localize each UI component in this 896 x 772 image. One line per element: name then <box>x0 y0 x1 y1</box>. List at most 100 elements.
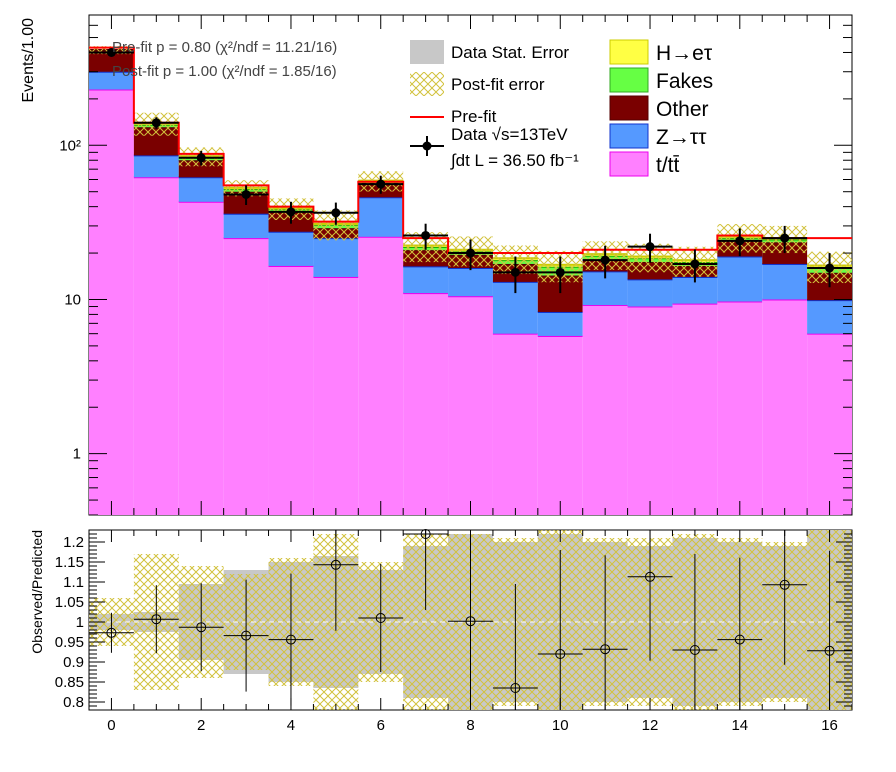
legend-data-marker <box>422 141 432 151</box>
stack-bar-other-bin-0 <box>89 50 134 72</box>
ratio-point-bin-13 <box>689 645 700 655</box>
data-point-bin-5 <box>331 208 341 218</box>
top-plot-area <box>89 46 852 516</box>
legend-ttbar-label: t/tt̄ <box>656 154 680 177</box>
data-point-bin-13 <box>690 259 700 269</box>
bottom-y-tick-label: 0.8 <box>63 694 84 711</box>
x-tick-label: 16 <box>821 717 838 734</box>
data-point-bin-3 <box>241 189 251 199</box>
stack-bar-ttt-bin-8 <box>448 296 493 515</box>
x-tick-label: 4 <box>287 717 295 734</box>
data-point-bin-7 <box>421 230 431 240</box>
stack-bar-ttt-bin-10 <box>537 335 583 515</box>
ratio-point-bin-14 <box>734 634 745 645</box>
data-point-bin-11 <box>600 255 610 265</box>
top-y-tick-label: 10 <box>64 291 81 308</box>
bottom-y-tick-label: 1.15 <box>55 554 84 571</box>
top-axes: 1 10 10² <box>59 14 853 516</box>
legend-data-label: Data √s=13TeV <box>451 125 568 144</box>
ratio-point-bin-3 <box>241 630 252 641</box>
x-tick-label: 14 <box>731 717 748 734</box>
bottom-y-tick-label: 1.2 <box>63 534 84 551</box>
bottom-y-tick-label: 0.95 <box>55 634 84 651</box>
legend-prefit-label: Pre-fit <box>451 107 497 126</box>
bottom-plot-area <box>89 529 852 710</box>
stack-bar-ttt-bin-9 <box>492 333 538 515</box>
legend-stat-error-label: Data Stat. Error <box>451 43 569 62</box>
ratio-point-bin-8 <box>465 616 476 627</box>
stack-bar-z-bin-8 <box>448 268 493 297</box>
top-y-tick-label: 10² <box>59 137 81 154</box>
ratio-point-bin-9 <box>510 683 521 693</box>
stack-bar-z-bin-16 <box>807 300 852 334</box>
ratio-point-bin-0 <box>106 627 117 638</box>
ratio-point-bin-10 <box>555 649 566 659</box>
ratio-point-bin-11 <box>600 644 611 655</box>
bottom-y-tick-label: 1.1 <box>63 574 84 591</box>
stack-bar-ttt-bin-7 <box>403 293 449 515</box>
stack-bar-z-bin-1 <box>133 155 179 178</box>
data-point-bin-12 <box>645 242 655 252</box>
stack-bar-z-bin-0 <box>89 71 134 90</box>
stack-bar-ttt-bin-4 <box>268 265 314 515</box>
stack-bar-ttt-bin-13 <box>672 303 718 515</box>
stack-bar-ttt-bin-15 <box>762 299 808 515</box>
ratio-point-bin-7 <box>420 529 431 539</box>
data-point-bin-6 <box>376 179 386 189</box>
stack-bar-z-bin-4 <box>268 231 314 266</box>
bottom-y-tick-label: 0.9 <box>63 654 84 671</box>
data-point-bin-4 <box>286 207 296 217</box>
data-point-bin-1 <box>151 118 161 128</box>
x-tick-label: 12 <box>642 717 659 734</box>
legend-postfit-error-swatch <box>410 72 444 96</box>
legend: Data Stat. Error Post-fit error Pre-fit … <box>410 39 713 177</box>
legend-heta-label: H→eτ <box>656 42 713 65</box>
stack-bar-ttt-bin-5 <box>313 276 359 515</box>
stack-bar-ttt-bin-0 <box>89 89 134 515</box>
stack-bar-z-bin-12 <box>627 279 673 307</box>
legend-other-swatch <box>609 95 649 121</box>
legend-fakes-label: Fakes <box>656 70 713 93</box>
ratio-point-bin-5 <box>330 559 341 570</box>
legend-ztautau-swatch <box>609 123 649 149</box>
stack-bar-z-bin-10 <box>537 311 583 336</box>
stack-bar-z-bin-15 <box>762 263 808 300</box>
x-tick-label: 8 <box>466 717 474 734</box>
data-point-bin-0 <box>106 47 116 57</box>
legend-lumi-label: ∫dt L = 36.50 fb⁻¹ <box>450 151 579 170</box>
stack-bar-z-bin-2 <box>178 177 224 202</box>
bottom-y-axis-title: Observed/Predicted <box>29 530 45 654</box>
data-point-bin-2 <box>196 153 206 163</box>
data-point-bin-8 <box>466 248 475 258</box>
prefit-line <box>89 46 852 255</box>
x-tick-label: 6 <box>377 717 385 734</box>
legend-postfit-error-label: Post-fit error <box>451 75 545 94</box>
data-point-bin-9 <box>510 267 520 277</box>
ratio-point-bin-6 <box>375 613 386 623</box>
top-y-axis-title: Events/1.00 <box>20 18 37 103</box>
bottom-y-tick-label: 1 <box>76 614 84 631</box>
stack-bar-ttt-bin-14 <box>717 301 763 515</box>
x-tick-label: 0 <box>107 717 115 734</box>
stack-bar-z-bin-14 <box>717 256 763 302</box>
bottom-y-tick-label: 1.05 <box>55 594 84 611</box>
x-tick-label: 2 <box>197 717 205 734</box>
legend-ttbar-swatch <box>609 151 649 177</box>
legend-stat-error-swatch <box>410 40 444 64</box>
stack-bar-ttt-bin-12 <box>627 306 673 515</box>
stack-bar-ttt-bin-16 <box>807 333 852 515</box>
stack-bar-ttt-bin-11 <box>582 305 628 515</box>
data-point-bin-10 <box>555 267 565 277</box>
ratio-point-bin-12 <box>645 571 656 582</box>
postfit-pvalue-text: Post-fit p = 1.00 (χ²/ndf = 1.85/16) <box>112 63 337 80</box>
ratio-point-bin-4 <box>285 634 296 645</box>
x-tick-label: 10 <box>552 717 569 734</box>
ratio-point-bin-2 <box>196 622 207 633</box>
data-point-bin-14 <box>735 236 745 246</box>
stack-bar-z-bin-5 <box>313 238 359 277</box>
stack-bar-ttt-bin-1 <box>133 177 179 515</box>
legend-ztautau-label: Z→ττ <box>656 126 707 149</box>
stack-bar-z-bin-6 <box>358 197 404 237</box>
ratio-point-bin-1 <box>151 614 162 625</box>
